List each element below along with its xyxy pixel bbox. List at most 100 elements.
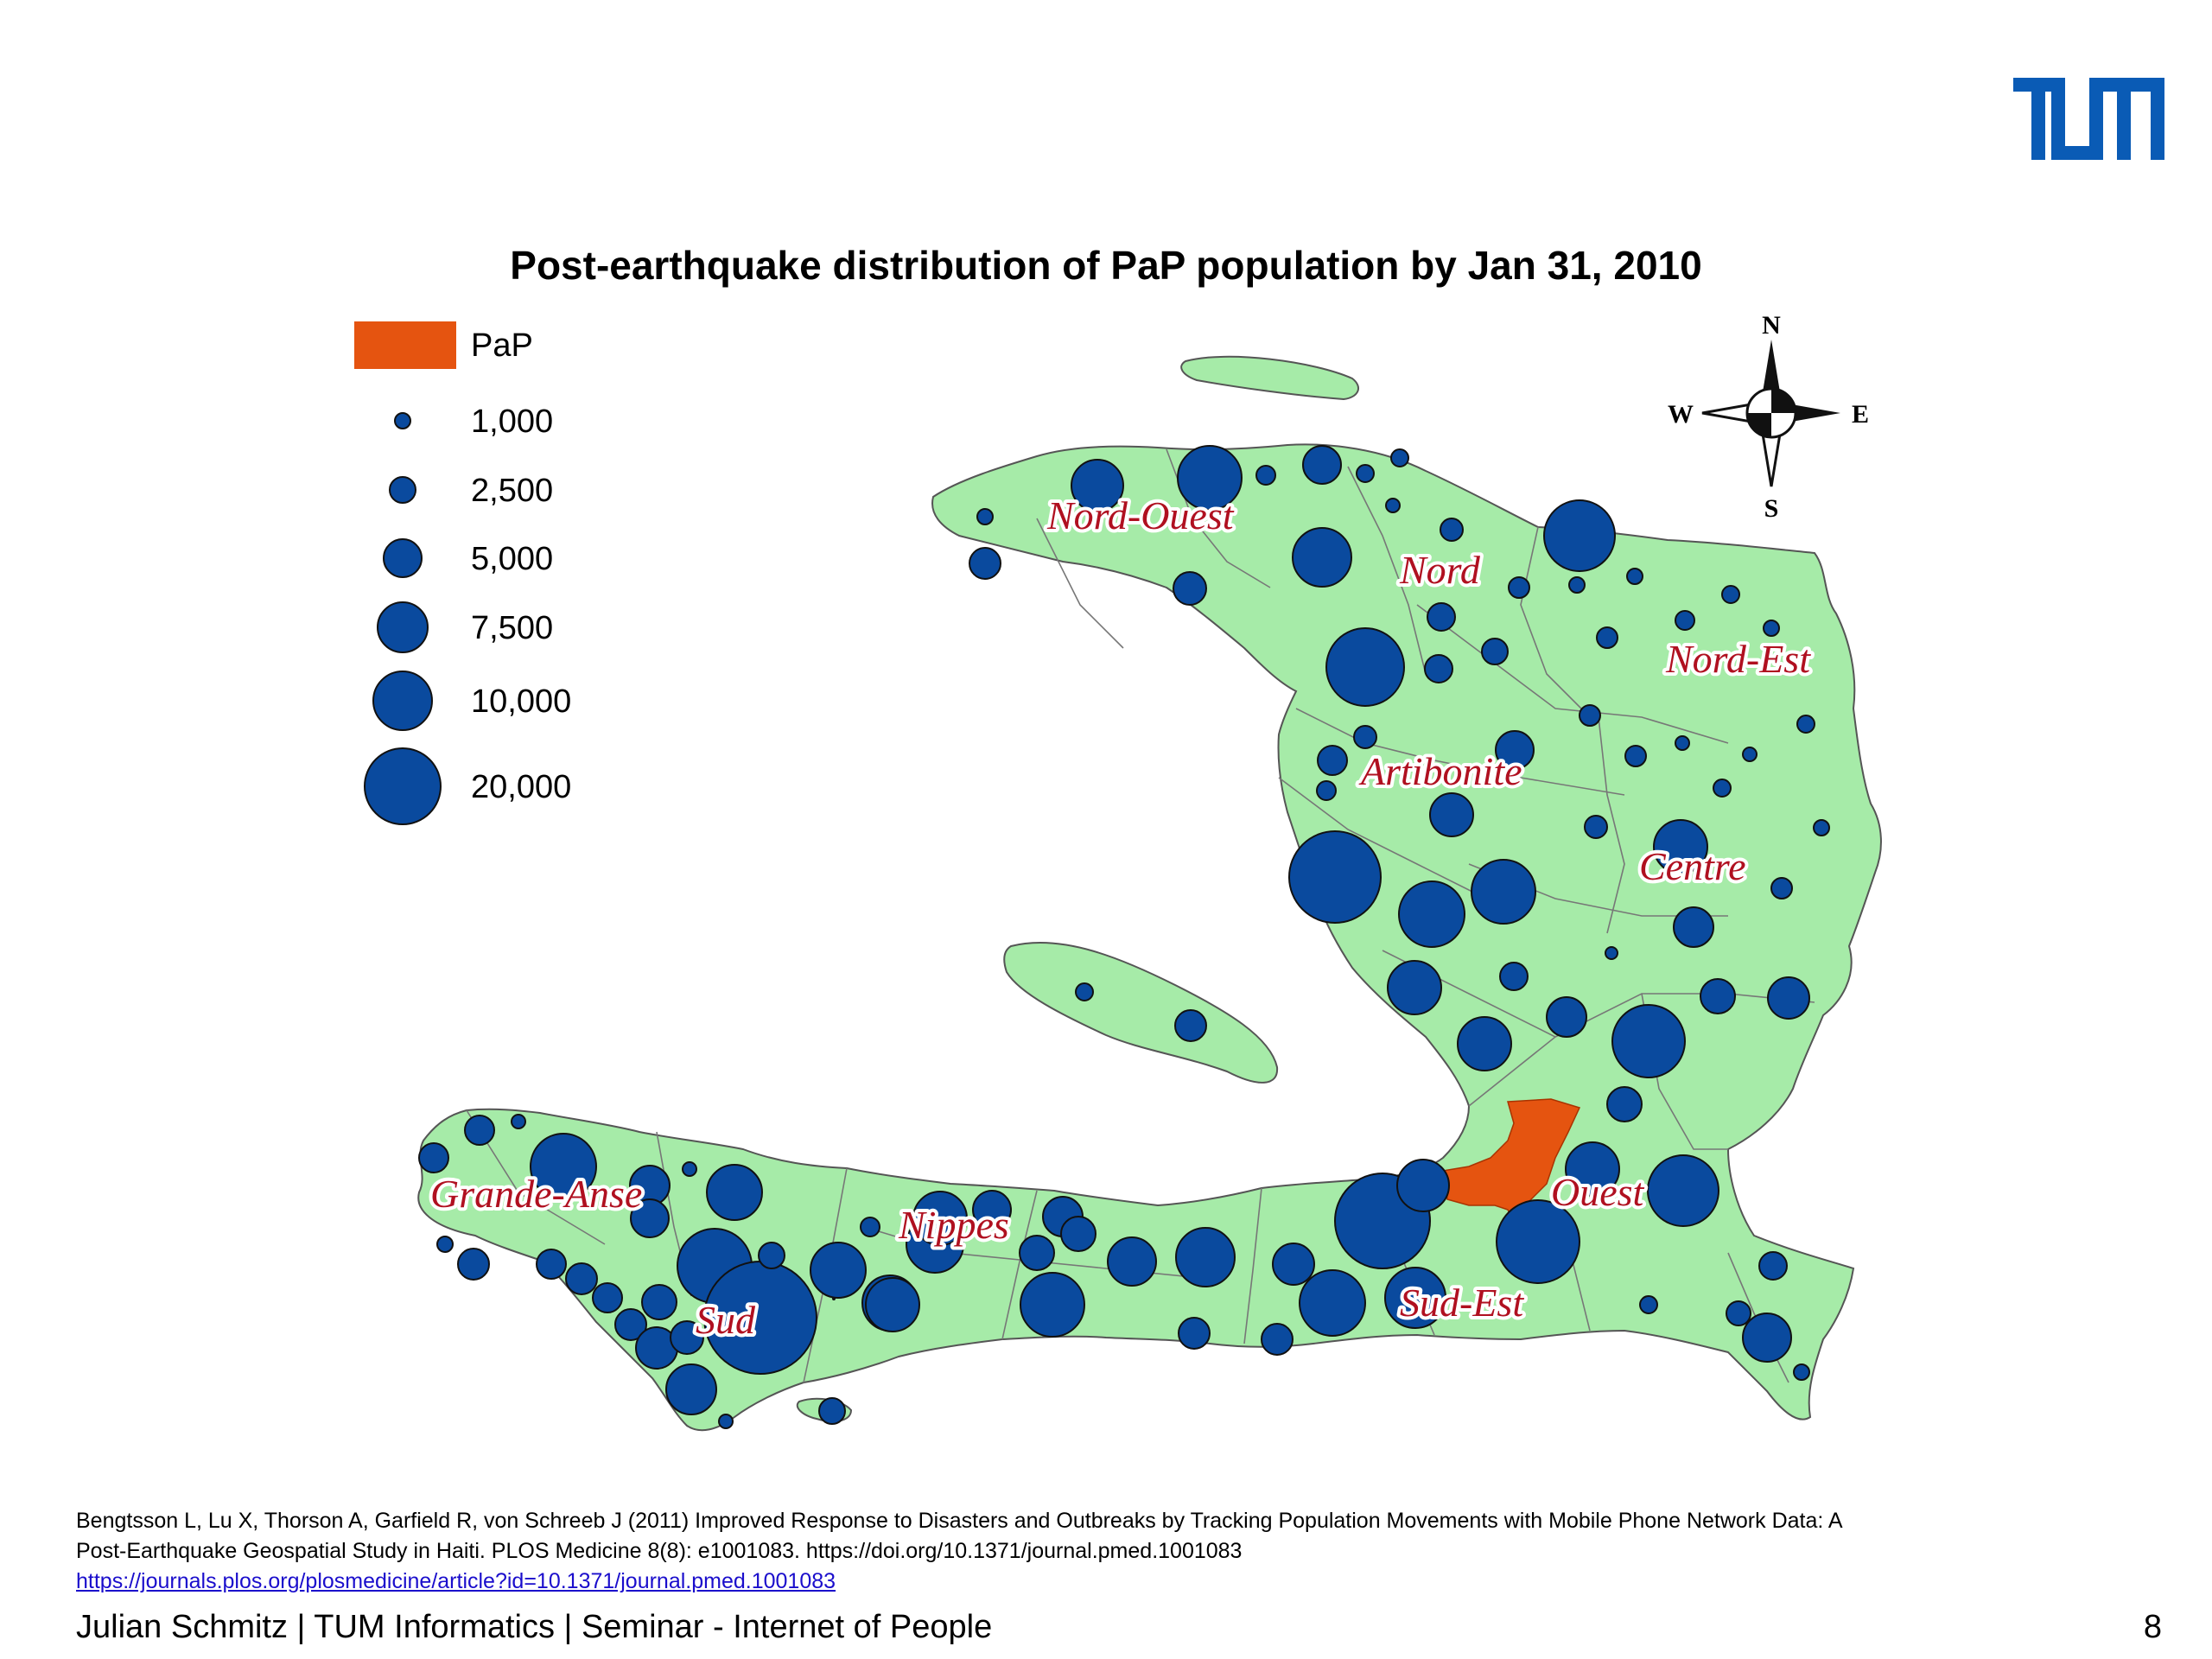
bubble — [1495, 730, 1535, 770]
bubble — [1429, 792, 1474, 837]
bubble — [1107, 1236, 1157, 1287]
legend-bubble-2500 — [389, 476, 416, 504]
tum-logo — [2013, 78, 2164, 160]
label-nord-est: Nord-Est — [1665, 637, 1811, 681]
bubble — [1396, 1159, 1450, 1212]
bubble — [592, 1282, 623, 1313]
bubble — [976, 508, 994, 525]
bubble — [1299, 1269, 1366, 1337]
legend-label-2500: 2,500 — [471, 473, 553, 509]
bubble — [1353, 725, 1377, 749]
bubble — [1626, 568, 1643, 585]
bubble — [530, 1133, 597, 1200]
bubble — [1763, 620, 1780, 637]
bubble — [1596, 626, 1618, 649]
bubble — [1606, 1086, 1643, 1122]
bubble — [1071, 459, 1124, 512]
bubble — [972, 1190, 1012, 1230]
tortuga-island — [1180, 355, 1360, 401]
legend: PaP 1,000 2,500 5,000 7,500 10,000 20,00… — [354, 321, 571, 825]
bubble — [1713, 779, 1732, 798]
bubble — [1546, 996, 1587, 1038]
bubble — [810, 1242, 867, 1299]
bubble — [1020, 1272, 1085, 1338]
legend-pap-label: PaP — [471, 327, 533, 364]
bubble — [1075, 982, 1094, 1001]
bubble — [1387, 960, 1442, 1015]
bubble — [1653, 819, 1708, 874]
label-sud-est: Sud-Est — [1400, 1281, 1524, 1325]
population-bubbles — [418, 445, 1830, 1429]
bubble — [1255, 465, 1276, 486]
bubble — [1471, 859, 1536, 925]
bubble — [969, 547, 1001, 580]
label-nord-ouest: Nord-Ouest — [1046, 493, 1235, 537]
bubble — [912, 1191, 968, 1246]
bubble — [1292, 527, 1352, 588]
compass-n: N — [1762, 311, 1781, 340]
bubble — [1424, 654, 1453, 683]
bubble — [1611, 1004, 1686, 1078]
bubble — [630, 1198, 670, 1238]
bubble — [1726, 1300, 1751, 1326]
haiti-mainland — [417, 443, 1882, 1432]
bubble — [1508, 576, 1530, 599]
bubble — [1499, 962, 1529, 991]
bubble — [818, 1397, 846, 1425]
citation-link[interactable]: https://journals.plos.org/plosmedicine/a… — [76, 1569, 836, 1593]
bubble — [1770, 877, 1793, 899]
bubble — [1440, 518, 1464, 542]
bubble — [832, 1297, 836, 1300]
bubble — [1579, 704, 1601, 727]
legend-label-1000: 1,000 — [471, 404, 553, 440]
bubble — [1457, 1016, 1512, 1071]
compass-s: S — [1764, 494, 1779, 523]
legend-label-10000: 10,000 — [471, 683, 571, 720]
bubble — [1605, 946, 1618, 960]
bubble — [1390, 448, 1409, 467]
bubble — [1175, 1227, 1236, 1287]
bubble — [457, 1248, 490, 1281]
bubble — [1325, 627, 1405, 707]
bubble — [1316, 780, 1337, 801]
bubble — [1302, 445, 1342, 485]
bubble — [1178, 1317, 1211, 1350]
bubble — [1496, 1199, 1580, 1284]
bubble — [1272, 1243, 1315, 1286]
bubble — [1019, 1235, 1055, 1271]
legend-bubble-20000 — [364, 747, 442, 825]
bubble — [1584, 815, 1608, 839]
citation-line-2: Post-Earthquake Geospatial Study in Hait… — [76, 1539, 1243, 1563]
compass-w: W — [1668, 400, 1694, 429]
legend-bubble-5000 — [383, 538, 423, 578]
legend-label-7500: 7,500 — [471, 610, 553, 646]
bubble — [1384, 1267, 1446, 1329]
bubble — [614, 1308, 647, 1341]
legend-bubble-10000 — [372, 671, 433, 731]
label-nord: Nord — [1399, 548, 1481, 592]
haiti-map: PaP 1,000 2,500 5,000 7,500 10,000 20,00… — [354, 311, 1882, 1432]
bubble — [464, 1115, 495, 1146]
bubble — [536, 1249, 567, 1280]
bubble — [1427, 602, 1456, 632]
page-number: 8 — [2143, 1609, 2162, 1645]
legend-bubble-1000 — [394, 412, 411, 429]
gonave-island — [1003, 942, 1279, 1084]
citation: Bengtsson L, Lu X, Thorson A, Garfield R… — [76, 1506, 2167, 1597]
bubble — [1481, 638, 1509, 665]
bubble — [511, 1114, 526, 1129]
bubble — [1813, 819, 1830, 836]
bubble — [1767, 976, 1810, 1020]
pap-region — [1442, 1098, 1581, 1220]
figure-title: Post-earthquake distribution of PaP popu… — [510, 243, 1702, 288]
bubble — [1565, 1141, 1620, 1197]
legend-label-20000: 20,000 — [471, 769, 571, 805]
bubble — [1317, 745, 1348, 776]
bubble — [1261, 1323, 1294, 1356]
bubble — [1356, 464, 1375, 483]
label-grande-anse: Grande-Anse — [430, 1172, 642, 1216]
bubble — [1568, 576, 1586, 594]
bubble — [641, 1284, 677, 1320]
bubble — [1385, 498, 1401, 513]
legend-bubble-7500 — [377, 601, 429, 653]
